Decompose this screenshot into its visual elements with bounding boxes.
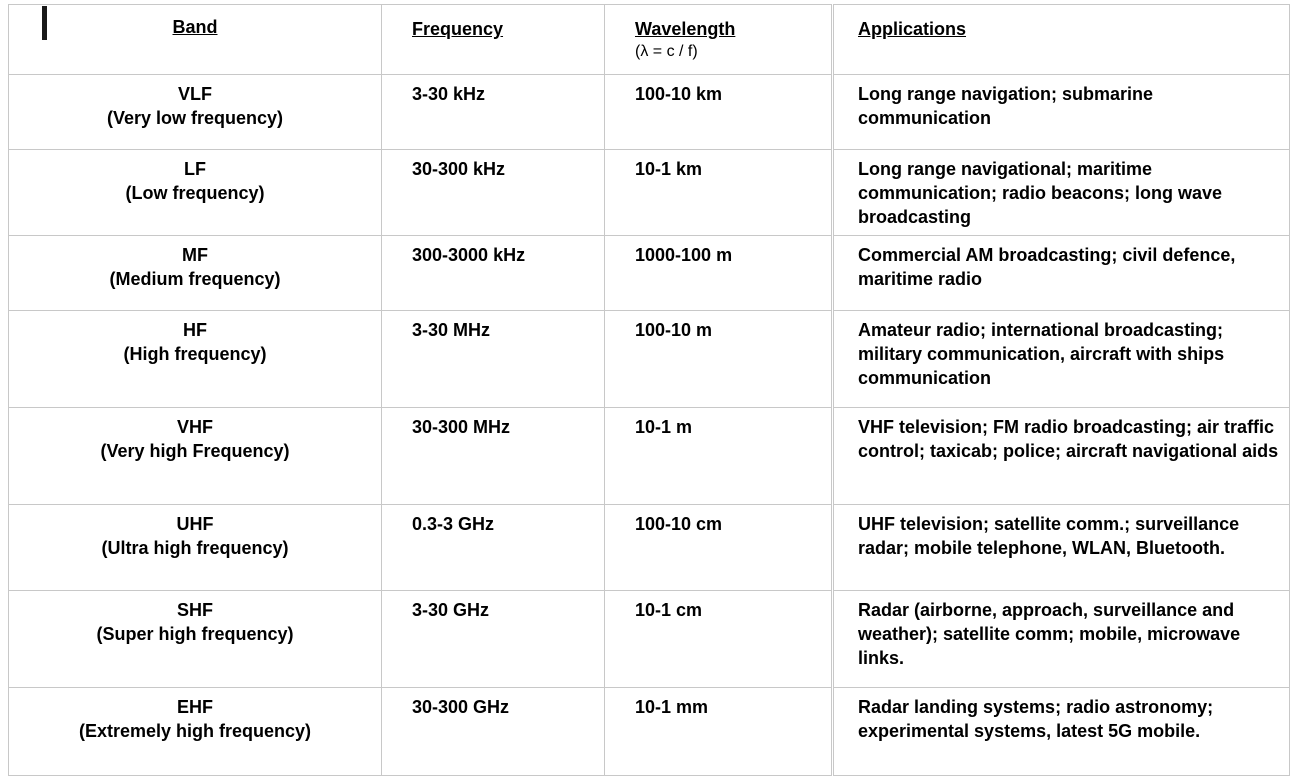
table-row: VHF (Very high Frequency) 30-300 MHz 10-1…	[8, 407, 1290, 505]
wavelength-cell: 100-10 cm	[604, 504, 834, 591]
applications-cell: Radar landing systems; radio astronomy; …	[832, 687, 1290, 776]
table-row: UHF (Ultra high frequency) 0.3-3 GHz 100-…	[8, 504, 1290, 591]
wavelength-cell: 10-1 km	[604, 149, 834, 236]
band-cell: SHF (Super high frequency)	[8, 590, 382, 688]
table-row: MF (Medium frequency) 300-3000 kHz 1000-1…	[8, 235, 1290, 311]
header-band: Band	[8, 4, 382, 75]
frequency-cell: 3-30 kHz	[381, 74, 605, 150]
frequency-cell: 30-300 GHz	[381, 687, 605, 776]
table-row: LF (Low frequency) 30-300 kHz 10-1 km Lon…	[8, 149, 1290, 236]
applications-cell: Long range navigation; submarine communi…	[832, 74, 1290, 150]
applications-cell: Amateur radio; international broadcastin…	[832, 310, 1290, 408]
header-frequency: Frequency	[381, 4, 605, 75]
header-row: Band Frequency Wavelength (λ = c / f) Ap…	[8, 4, 1290, 75]
frequency-cell: 3-30 MHz	[381, 310, 605, 408]
wavelength-cell: 10-1 mm	[604, 687, 834, 776]
applications-cell: Commercial AM broadcasting; civil defenc…	[832, 235, 1290, 311]
band-cell: VLF (Very low frequency)	[8, 74, 382, 150]
wavelength-cell: 100-10 km	[604, 74, 834, 150]
table-row: SHF (Super high frequency) 3-30 GHz 10-1 …	[8, 590, 1290, 688]
frequency-cell: 30-300 kHz	[381, 149, 605, 236]
band-cell: EHF (Extremely high frequency)	[8, 687, 382, 776]
header-wavelength: Wavelength (λ = c / f)	[604, 4, 834, 75]
band-cell: VHF (Very high Frequency)	[8, 407, 382, 505]
frequency-cell: 3-30 GHz	[381, 590, 605, 688]
frequency-cell: 0.3-3 GHz	[381, 504, 605, 591]
wavelength-cell: 100-10 m	[604, 310, 834, 408]
wavelength-cell: 1000-100 m	[604, 235, 834, 311]
band-cell: MF (Medium frequency)	[8, 235, 382, 311]
table-row: EHF (Extremely high frequency) 30-300 GHz…	[8, 687, 1290, 776]
wavelength-cell: 10-1 m	[604, 407, 834, 505]
frequency-cell: 300-3000 kHz	[381, 235, 605, 311]
wavelength-cell: 10-1 cm	[604, 590, 834, 688]
band-cell: UHF (Ultra high frequency)	[8, 504, 382, 591]
frequency-bands-table: Band Frequency Wavelength (λ = c / f) Ap…	[8, 4, 1290, 776]
header-applications: Applications	[832, 4, 1290, 75]
applications-cell: VHF television; FM radio broadcasting; a…	[832, 407, 1290, 505]
frequency-cell: 30-300 MHz	[381, 407, 605, 505]
applications-cell: UHF television; satellite comm.; surveil…	[832, 504, 1290, 591]
band-cell: LF (Low frequency)	[8, 149, 382, 236]
applications-cell: Radar (airborne, approach, surveillance …	[832, 590, 1290, 688]
table-row: VLF (Very low frequency) 3-30 kHz 100-10 …	[8, 74, 1290, 150]
table-row: HF (High frequency) 3-30 MHz 100-10 m Ama…	[8, 310, 1290, 408]
wavelength-formula: (λ = c / f)	[635, 43, 698, 60]
band-cell: HF (High frequency)	[8, 310, 382, 408]
applications-cell: Long range navigational; maritime commun…	[832, 149, 1290, 236]
